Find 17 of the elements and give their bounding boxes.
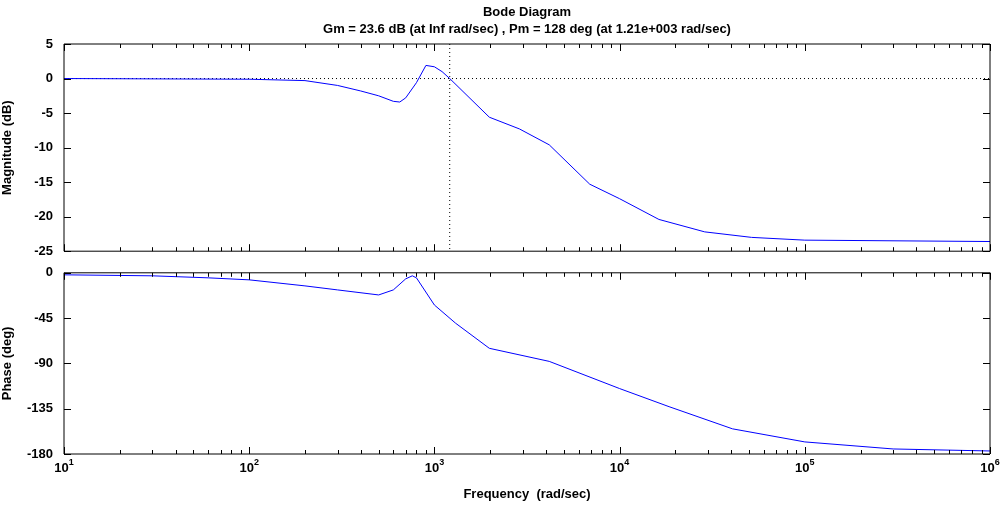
x-axis-title: Frequency (rad/sec) [463, 485, 591, 501]
y-tick-label: -135 [26, 400, 53, 416]
y-tick-label: -45 [34, 309, 53, 325]
y-tick-label: -20 [34, 208, 53, 224]
chart-title: Bode Diagram [481, 3, 573, 20]
y-tick-label: -180 [26, 445, 53, 461]
y-tick-label: 5 [45, 35, 53, 51]
y-tick-label: 0 [45, 264, 53, 280]
y-tick-label: -25 [34, 242, 53, 258]
y-tick-label: -90 [34, 354, 53, 370]
y-tick-label: -15 [34, 173, 53, 189]
chart-subtitle: Gm = 23.6 dB (at Inf rad/sec) , Pm = 128 deg (at 1.21e+003 rad/sec) [322, 20, 732, 37]
y-tick-label: -10 [34, 139, 53, 155]
y-tick-label: 0 [45, 70, 53, 86]
y-axis-title: Phase (deg) [0, 326, 15, 401]
y-tick-label: -5 [41, 104, 53, 120]
y-axis-title: Magnitude (dB) [0, 100, 15, 195]
